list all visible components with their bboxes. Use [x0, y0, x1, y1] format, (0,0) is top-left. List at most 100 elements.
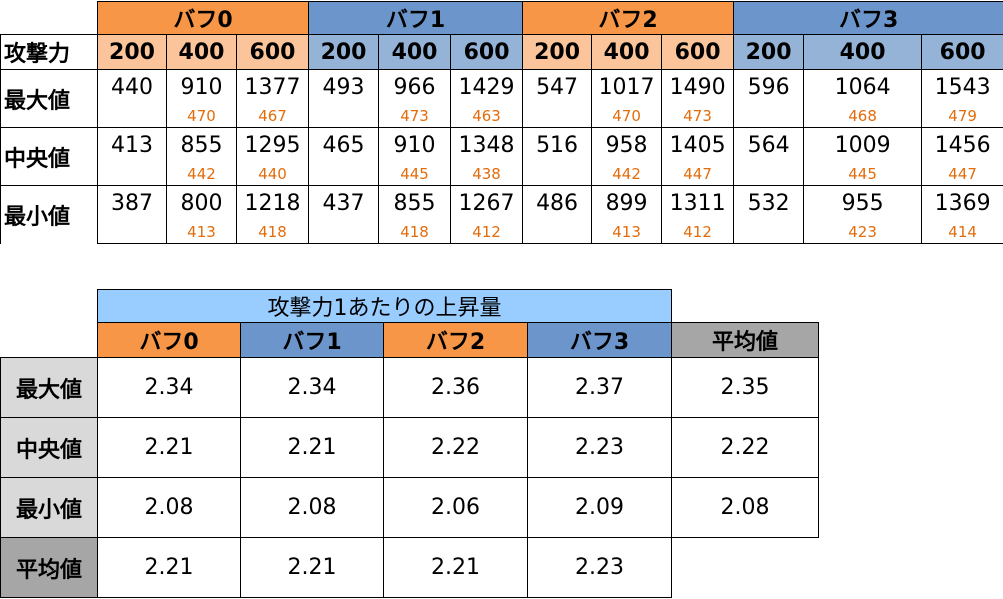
attack-value: 600 — [661, 34, 735, 70]
diff-value — [522, 162, 593, 186]
increase-value: 2.09 — [527, 477, 672, 538]
attack-value: 200 — [733, 34, 805, 70]
buff-header-0: バフ0 — [96, 1, 310, 35]
stat-value: 1429 — [450, 69, 524, 104]
increase-value: 2.06 — [383, 477, 528, 538]
diff-row: 470 467 473 463 470 473 468 479 — [1, 104, 1003, 128]
diff-value: 423 — [803, 220, 923, 244]
column-header: バフ3 — [527, 322, 672, 358]
diff-value — [733, 104, 805, 128]
stat-value: 910 — [166, 69, 237, 104]
stat-value: 547 — [522, 69, 593, 104]
stat-value: 486 — [522, 185, 593, 220]
increase-row: 平均値 2.21 2.21 2.21 2.23 — [0, 537, 819, 598]
buff-header-3: バフ3 — [733, 1, 1003, 35]
stat-value: 1064 — [803, 69, 923, 104]
row-label: 中央値 — [0, 127, 98, 186]
increase-value: 2.08 — [240, 477, 384, 538]
diff-value: 479 — [921, 104, 1003, 128]
diff-value: 418 — [378, 220, 452, 244]
corner-blank — [1, 323, 98, 358]
diff-value: 412 — [450, 220, 524, 244]
diff-value — [97, 162, 167, 186]
diff-value — [97, 220, 167, 244]
diff-value: 438 — [450, 162, 524, 186]
row-label: 平均値 — [0, 537, 98, 598]
increase-value: 2.21 — [97, 537, 241, 598]
diff-value: 414 — [921, 220, 1003, 244]
diff-value — [522, 104, 593, 128]
diff-value: 447 — [661, 162, 735, 186]
per-attack-increase-table: 攻撃力1あたりの上昇量 バフ0 バフ1 バフ2 バフ3 平均値 最大値 2.34 2… — [0, 289, 819, 598]
attack-value: 400 — [591, 34, 663, 70]
stat-value: 800 — [166, 185, 237, 220]
stat-value: 437 — [308, 185, 380, 220]
increase-value: 2.22 — [671, 417, 819, 478]
stat-value: 966 — [378, 69, 452, 104]
stat-row: 最大値 440 910 1377 493 966 1429 547 1017 1490 596 106… — [0, 69, 1003, 128]
stat-value: 1377 — [235, 69, 310, 104]
diff-value — [308, 162, 380, 186]
stat-value: 910 — [378, 127, 452, 162]
blank-cell — [672, 290, 819, 323]
column-header: 平均値 — [671, 322, 819, 358]
stat-value: 855 — [378, 185, 452, 220]
stat-value: 1009 — [803, 127, 923, 162]
attack-value: 400 — [166, 34, 237, 70]
increase-value: 2.35 — [671, 357, 819, 418]
diff-value: 445 — [803, 162, 923, 186]
attack-value: 600 — [450, 34, 524, 70]
diff-value: 413 — [591, 220, 663, 244]
stat-value: 440 — [97, 69, 167, 104]
stat-value: 1348 — [450, 127, 524, 162]
increase-row: 中央値 2.21 2.21 2.22 2.23 2.22 — [0, 417, 819, 478]
increase-value: 2.21 — [240, 417, 384, 478]
stat-value: 1311 — [661, 185, 735, 220]
increase-value: 2.23 — [527, 417, 672, 478]
corner-blank — [1, 2, 98, 35]
stat-row: 最小値 387 800 1218 437 855 1267 486 899 1311 532 955 1… — [0, 185, 1003, 244]
increase-body: 最大値 2.34 2.34 2.36 2.37 2.35 中央値 2.21 2.21 2.22 2.… — [0, 357, 819, 598]
diff-value — [522, 220, 593, 244]
stat-value: 1405 — [661, 127, 735, 162]
stat-value: 596 — [733, 69, 805, 104]
increase-value: 2.21 — [240, 537, 384, 598]
diff-value: 467 — [235, 104, 310, 128]
blank-cell — [672, 538, 819, 598]
stat-value: 413 — [97, 127, 167, 162]
diff-value: 442 — [166, 162, 237, 186]
stat-value: 955 — [803, 185, 923, 220]
diff-row: 413 418 418 412 413 412 423 414 — [1, 220, 1003, 244]
increase-value: 2.36 — [383, 357, 528, 418]
increase-value: 2.08 — [97, 477, 241, 538]
stat-value: 899 — [591, 185, 663, 220]
row-label: 最小値 — [0, 477, 98, 538]
increase-value: 2.34 — [240, 357, 384, 418]
diff-value: 473 — [661, 104, 735, 128]
diff-value: 440 — [235, 162, 310, 186]
stat-value: 532 — [733, 185, 805, 220]
diff-value: 412 — [661, 220, 735, 244]
attack-value: 400 — [378, 34, 452, 70]
attack-value: 200 — [97, 34, 167, 70]
diff-value: 418 — [235, 220, 310, 244]
attack-stats-table: バフ0 バフ1 バフ2 バフ3 攻撃力 200 400 600 200 400 … — [0, 1, 1003, 244]
column-header: バフ0 — [97, 322, 241, 358]
increase-row: 最小値 2.08 2.08 2.06 2.09 2.08 — [0, 477, 819, 538]
increase-value: 2.37 — [527, 357, 672, 418]
stat-value: 855 — [166, 127, 237, 162]
stats-body: 最大値 440 910 1377 493 966 1429 547 1017 1490 596 106… — [0, 69, 1003, 244]
buff-header-1: バフ1 — [308, 1, 524, 35]
diff-value: 470 — [591, 104, 663, 128]
increase-row: 最大値 2.34 2.34 2.36 2.37 2.35 — [0, 357, 819, 418]
row-label: 最大値 — [0, 357, 98, 418]
row-label: 中央値 — [0, 417, 98, 478]
corner-blank — [1, 290, 98, 323]
diff-value: 468 — [803, 104, 923, 128]
diff-value: 442 — [591, 162, 663, 186]
attack-value: 200 — [522, 34, 593, 70]
stat-value: 958 — [591, 127, 663, 162]
stat-row: 中央値 413 855 1295 465 910 1348 516 958 1405 564 1009… — [0, 127, 1003, 186]
diff-row: 442 440 445 438 442 447 445 447 — [1, 162, 1003, 186]
attack-value: 200 — [308, 34, 380, 70]
